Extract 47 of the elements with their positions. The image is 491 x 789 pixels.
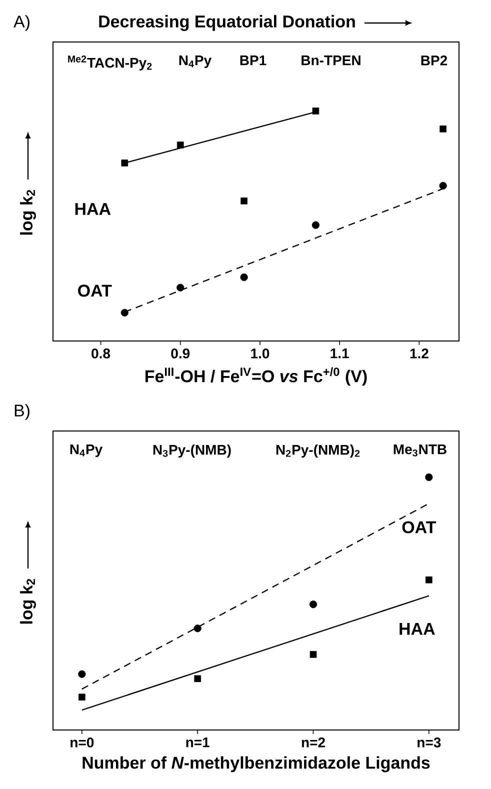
point [121, 160, 128, 166]
y-axis-title: log k$_{2}$ [20, 579, 36, 624]
y-axis-title: log k$_{2}$ [20, 190, 36, 235]
text: A) [14, 15, 30, 31]
x-tick-label: 1.2 [410, 348, 428, 358]
x-tick-label: n=1 [186, 738, 210, 748]
point [78, 694, 86, 701]
x-tick-label: n=2 [302, 738, 325, 748]
point [426, 576, 432, 584]
point [309, 600, 318, 608]
point [78, 670, 86, 678]
point [240, 273, 248, 282]
text: Bn-TPEN [302, 56, 360, 66]
point [176, 284, 184, 292]
chart-title: Decreasing Equatorial Donation [99, 15, 355, 31]
x-tick-label: n=0 [70, 738, 94, 748]
x-tick-label: 1.0 [251, 348, 270, 358]
x-tick-label: 1.1 [330, 348, 349, 358]
point [312, 108, 320, 114]
text: N$_{4}$Py [179, 56, 212, 68]
x-axis-title: Number of N-methylbenzimidazole Ligands [82, 756, 430, 772]
point [240, 198, 248, 204]
point [194, 624, 202, 632]
point [120, 308, 128, 316]
text: HAA [75, 203, 111, 215]
point [425, 473, 433, 482]
text: $^{Me2}$TACN-Py$_{2}$ [68, 56, 152, 70]
text: Me$_{3}$NTB [394, 444, 446, 456]
point [440, 126, 446, 132]
point [439, 182, 447, 190]
point [312, 221, 320, 229]
x-tick-label: 0.8 [92, 348, 110, 358]
x-tick-label: n=3 [418, 738, 441, 748]
x-tick-label: 0.9 [171, 348, 190, 358]
text: N$_{3}$Py-(NMB) [153, 444, 231, 458]
text: B) [14, 404, 30, 420]
point [310, 651, 317, 658]
text: BP1 [240, 56, 266, 66]
text: N$_{4}$Py [70, 444, 103, 458]
point [194, 675, 201, 682]
text: BP2 [421, 56, 448, 66]
text: Fe$^{III}$-OH / Fe$^{IV}$=O vs Fc$^{+/0}$ (V) [146, 367, 367, 386]
text: HAA [400, 623, 435, 635]
text: OAT [402, 521, 436, 534]
point [176, 142, 184, 148]
series-label: OAT [78, 284, 112, 297]
text: N$_{2}$Py-(NMB)$_{2}$ [276, 444, 360, 458]
